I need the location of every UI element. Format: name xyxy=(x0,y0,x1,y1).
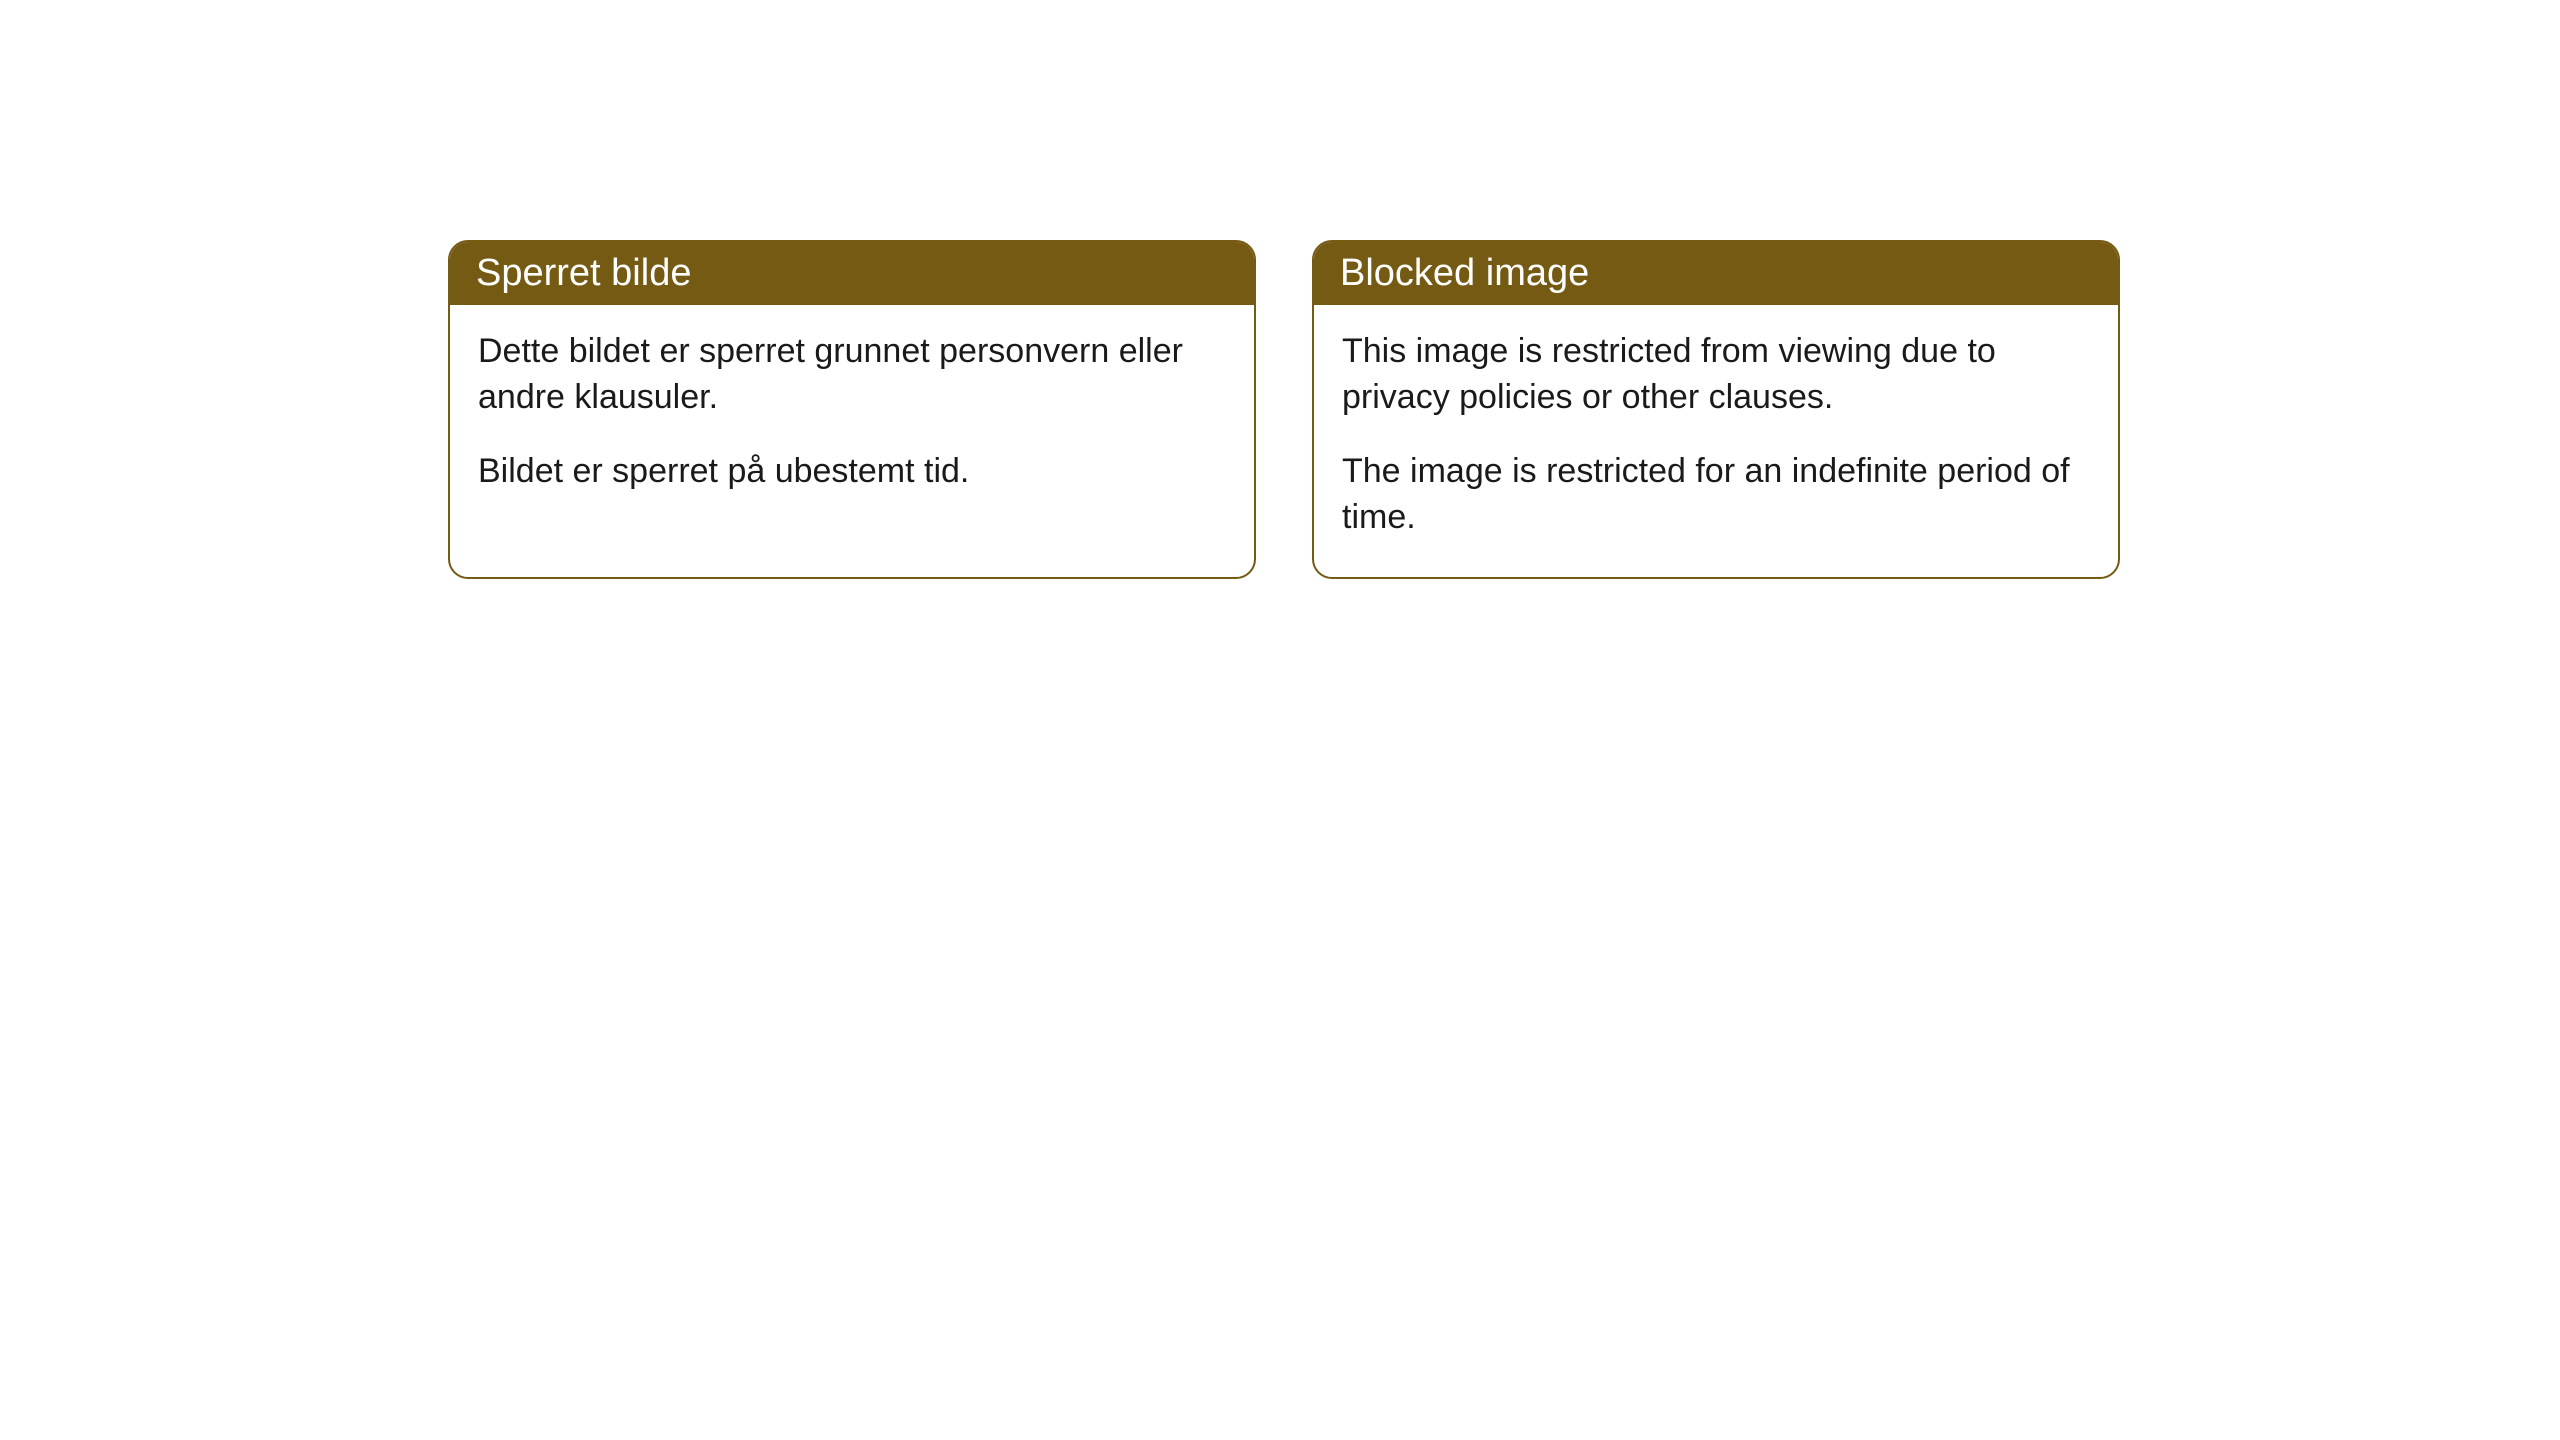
card-header-no: Sperret bilde xyxy=(450,242,1254,305)
card-paragraph-1-no: Dette bildet er sperret grunnet personve… xyxy=(478,329,1226,421)
cards-container: Sperret bilde Dette bildet er sperret gr… xyxy=(0,0,2560,579)
card-paragraph-2-en: The image is restricted for an indefinit… xyxy=(1342,449,2090,541)
card-body-no: Dette bildet er sperret grunnet personve… xyxy=(450,305,1254,531)
card-header-en: Blocked image xyxy=(1314,242,2118,305)
blocked-image-card-en: Blocked image This image is restricted f… xyxy=(1312,240,2120,579)
card-paragraph-1-en: This image is restricted from viewing du… xyxy=(1342,329,2090,421)
blocked-image-card-no: Sperret bilde Dette bildet er sperret gr… xyxy=(448,240,1256,579)
card-body-en: This image is restricted from viewing du… xyxy=(1314,305,2118,577)
card-paragraph-2-no: Bildet er sperret på ubestemt tid. xyxy=(478,449,1226,495)
